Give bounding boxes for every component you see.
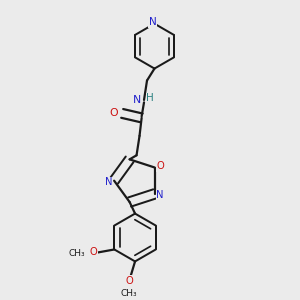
Text: O: O <box>156 161 164 171</box>
Text: O: O <box>125 276 133 286</box>
Text: N: N <box>156 190 164 200</box>
Text: N: N <box>105 177 112 187</box>
Text: CH₃: CH₃ <box>121 289 137 298</box>
Text: N: N <box>149 17 157 27</box>
Text: O: O <box>110 108 118 118</box>
Text: O: O <box>89 248 97 257</box>
Text: H: H <box>146 94 154 103</box>
Text: N: N <box>132 95 141 105</box>
Text: CH₃: CH₃ <box>68 250 85 259</box>
